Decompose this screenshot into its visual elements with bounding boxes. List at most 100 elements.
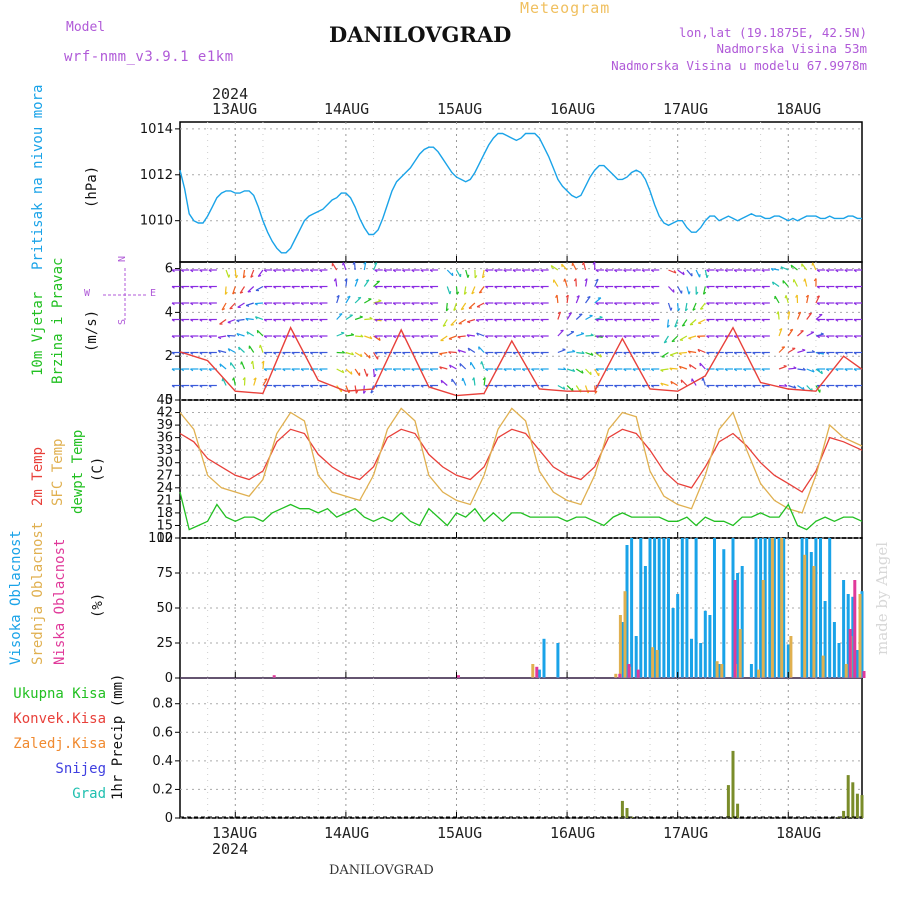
wind-barb-head: [494, 302, 498, 306]
wind-barb: [815, 313, 823, 320]
wind-barb-head: [383, 352, 387, 355]
wind-barb-head: [512, 319, 516, 322]
wind-barb: [564, 278, 568, 287]
wind-barb: [663, 335, 669, 344]
wind-barb-head: [771, 281, 775, 285]
precip-bar: [620, 800, 624, 818]
wind-barb: [806, 368, 815, 373]
cloud-bar: [789, 636, 793, 678]
wind-barb-head: [540, 385, 544, 388]
wind-barb-head: [378, 337, 381, 341]
compass-e-label: E: [150, 288, 157, 299]
wind-barb-head: [199, 269, 203, 273]
wind-barb: [363, 368, 368, 377]
wind-barb-head: [779, 327, 783, 331]
wind-barb-head: [282, 286, 286, 289]
wind-barb-head: [171, 286, 175, 289]
wind-barb-head: [370, 390, 374, 394]
wind-barb-head: [770, 268, 774, 272]
wind-barb-head: [208, 319, 212, 322]
wind-barb-head: [456, 291, 460, 295]
wind-barb-head: [402, 368, 406, 372]
wind-barb-head: [789, 328, 793, 332]
wind-barb-head: [835, 352, 839, 355]
wind-barb: [455, 286, 458, 295]
wind-barb-head: [273, 352, 277, 355]
wind-barb: [697, 348, 706, 354]
wind-barb-head: [363, 390, 366, 394]
wind-barb-head: [429, 335, 433, 339]
cloud-bar: [782, 538, 786, 678]
wind-barb-head: [844, 335, 848, 339]
cloud-bar: [821, 655, 825, 678]
wind-barb: [262, 360, 265, 370]
wind-barb-head: [604, 319, 608, 322]
ytick-label-2-11: 45: [156, 393, 173, 408]
wind-barb-head: [678, 352, 682, 356]
wind-barb-head: [494, 286, 498, 289]
wind-barb-head: [402, 286, 406, 289]
wind-barb: [550, 265, 559, 271]
wind-barb-head: [641, 352, 645, 355]
wind-barb-head: [319, 269, 323, 273]
wind-barb-head: [199, 368, 203, 372]
wind-barb-head: [650, 269, 655, 273]
wind-barb-head: [803, 278, 806, 282]
wind-barb: [245, 317, 254, 321]
wind-barb: [227, 334, 236, 337]
wind-barb-head: [724, 368, 728, 372]
wind-barb-head: [531, 352, 535, 355]
wind-barb-head: [459, 363, 462, 367]
wind-barb: [582, 262, 587, 271]
cloud-bar: [457, 675, 460, 678]
ytick-label-2-2: 18: [156, 506, 173, 521]
wind-barb: [354, 297, 362, 304]
date-label-top-3: 16AUG: [550, 100, 596, 118]
wind-barb-head: [590, 352, 594, 356]
cloud-bar: [848, 629, 852, 678]
wind-barb: [476, 302, 485, 308]
wind-barb: [451, 378, 457, 386]
wind-barb-head: [632, 319, 636, 322]
wind-barb-head: [344, 278, 348, 282]
wind-barb-head: [835, 335, 839, 339]
wind-barb-head: [844, 368, 848, 372]
wind-barb-head: [512, 335, 516, 339]
wind-barb-head: [291, 335, 295, 339]
wind-barb: [342, 262, 347, 271]
cloud-bar: [655, 650, 659, 678]
wind-barb: [247, 286, 255, 293]
wind-barb-head: [853, 368, 857, 372]
wind-barb-head: [474, 275, 478, 279]
wind-barb-head: [374, 335, 378, 339]
wind-barb-head: [660, 382, 664, 386]
wind-barb-head: [670, 307, 673, 311]
wind-barb-head: [392, 286, 397, 289]
wind-barb-head: [503, 269, 507, 273]
wind-barb: [455, 269, 462, 278]
ytick-label-2-1: 15: [156, 518, 173, 533]
wind-barb-head: [701, 377, 704, 381]
wind-barb-head: [695, 291, 699, 295]
wind-barb-head: [581, 262, 585, 266]
wind-barb-head: [835, 385, 839, 388]
wind-barb: [793, 279, 799, 287]
wind-barb: [815, 368, 823, 375]
wind-barb-head: [669, 367, 673, 371]
cloud-bar: [648, 538, 652, 678]
wind-barb: [221, 302, 227, 311]
wind-barb-head: [472, 377, 475, 381]
wind-barb-head: [254, 316, 258, 320]
wind-barb-head: [632, 335, 636, 339]
wind-barb-head: [352, 261, 356, 265]
wind-barb-head: [402, 269, 406, 273]
wind-barb-head: [844, 286, 848, 289]
wind-barb-head: [563, 367, 567, 371]
wind-barb-head: [820, 332, 824, 335]
wind-barb-head: [761, 269, 765, 273]
cloud-bar: [740, 566, 744, 678]
wind-barb-head: [250, 275, 254, 278]
wind-barb-head: [724, 286, 728, 289]
wind-barb-head: [319, 368, 323, 372]
wind-barb-head: [190, 286, 194, 289]
